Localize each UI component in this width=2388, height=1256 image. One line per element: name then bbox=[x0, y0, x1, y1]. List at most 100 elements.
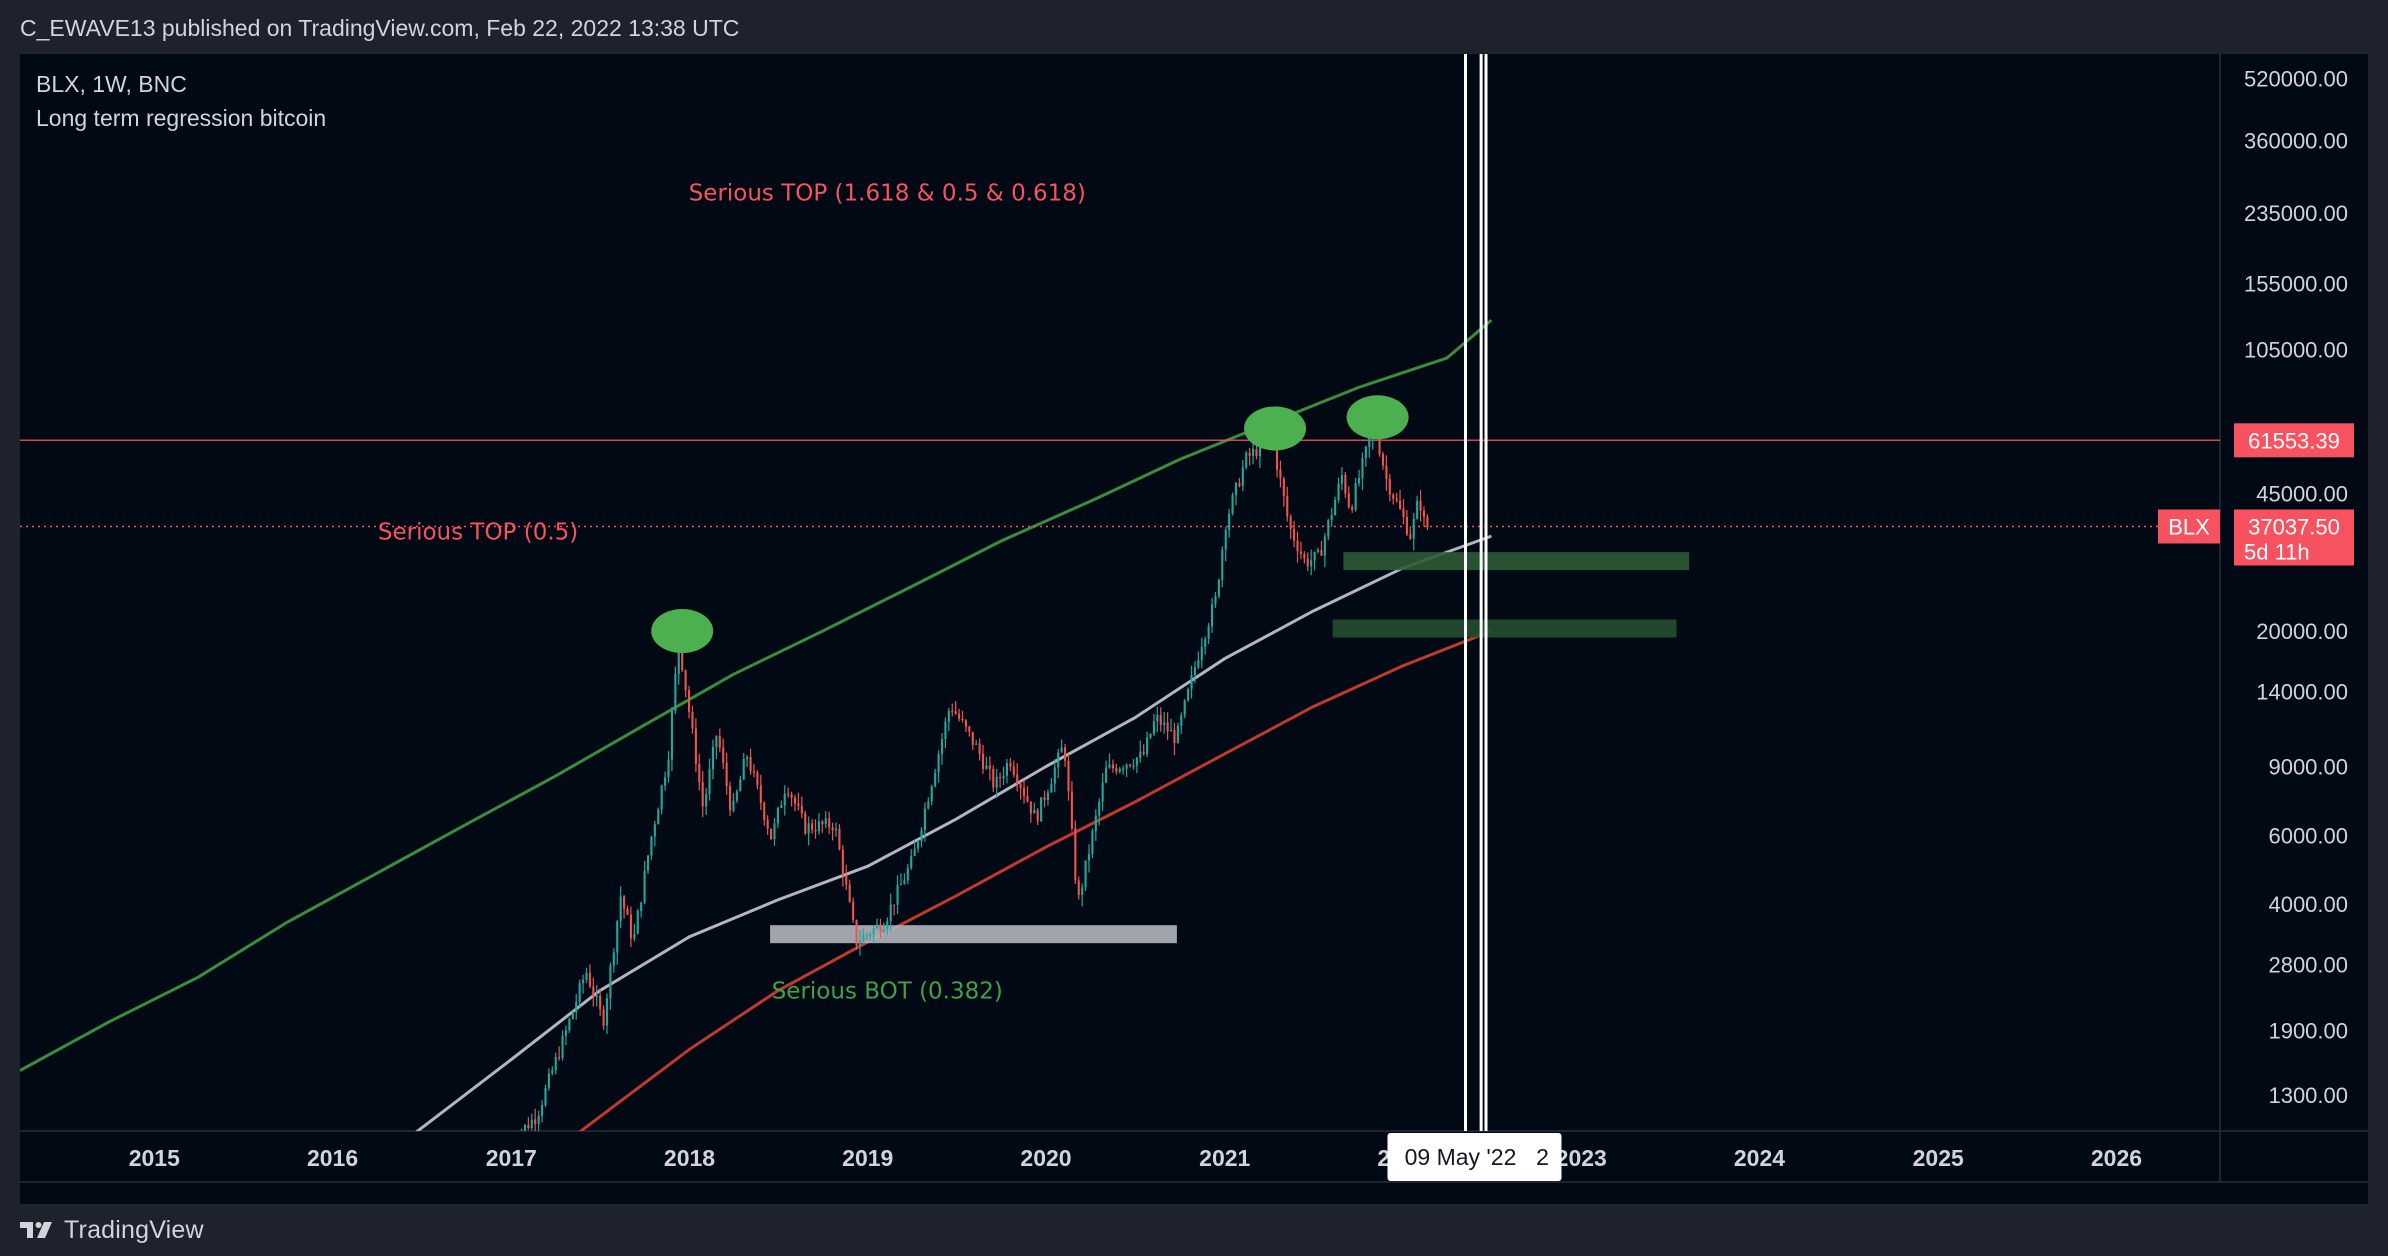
candle-body bbox=[1275, 445, 1279, 470]
candle-body bbox=[558, 1056, 561, 1059]
candle-body bbox=[544, 1087, 547, 1106]
tradingview-logo-icon[interactable] bbox=[20, 1220, 54, 1240]
candle-body bbox=[1351, 507, 1354, 510]
candle-body bbox=[1221, 549, 1224, 580]
candle bbox=[797, 792, 800, 811]
chart-title: Long term regression bitcoin bbox=[36, 105, 326, 131]
candle bbox=[947, 707, 950, 732]
price-axis-area bbox=[2220, 54, 2368, 1131]
chart-container[interactable]: Serious TOP (1.618 & 0.5 & 0.618) Serious… bbox=[20, 54, 2368, 1204]
candle-body bbox=[862, 934, 865, 942]
candle-body bbox=[831, 827, 834, 831]
candle bbox=[728, 781, 732, 817]
candle-body bbox=[1111, 764, 1114, 769]
candle bbox=[1043, 790, 1046, 808]
candle-body bbox=[1108, 764, 1111, 768]
candle bbox=[1122, 765, 1125, 775]
candle bbox=[1152, 713, 1155, 737]
candle bbox=[889, 893, 892, 932]
candle bbox=[687, 685, 691, 719]
candle-body bbox=[732, 800, 735, 811]
candle bbox=[1422, 506, 1426, 527]
candle-body bbox=[1036, 810, 1039, 822]
candle bbox=[828, 811, 831, 835]
candle bbox=[1303, 551, 1306, 564]
candle-body bbox=[1091, 830, 1094, 854]
candle bbox=[1053, 759, 1056, 793]
candle bbox=[612, 948, 615, 973]
candle-body bbox=[653, 824, 656, 837]
candle-body bbox=[869, 934, 872, 936]
candle bbox=[776, 806, 779, 829]
candle-body bbox=[879, 924, 882, 933]
candle-body bbox=[687, 690, 691, 712]
candle-body bbox=[1392, 494, 1395, 499]
candle bbox=[558, 1046, 561, 1061]
candle-body bbox=[1337, 483, 1340, 500]
candle-body bbox=[1074, 828, 1077, 881]
candle bbox=[1426, 514, 1429, 530]
candle-body bbox=[1070, 791, 1073, 829]
candle-body bbox=[1098, 801, 1101, 816]
candle-body bbox=[1402, 508, 1405, 518]
candle bbox=[845, 864, 848, 891]
candle-body bbox=[1354, 483, 1357, 510]
candle-body bbox=[1005, 763, 1009, 776]
candle bbox=[1125, 763, 1128, 778]
candle-body bbox=[1132, 765, 1135, 767]
candle bbox=[640, 902, 643, 918]
symbol-legend: BLX, 1W, BNC bbox=[36, 71, 187, 97]
candle bbox=[821, 819, 824, 833]
candle-body bbox=[811, 823, 814, 830]
candle-body bbox=[1026, 795, 1029, 802]
candle bbox=[869, 931, 872, 942]
candle-body bbox=[698, 764, 701, 783]
candle bbox=[1313, 551, 1316, 571]
candle bbox=[1248, 447, 1251, 466]
candle-body bbox=[930, 786, 933, 802]
candle bbox=[1012, 760, 1015, 778]
candle-body bbox=[735, 791, 738, 801]
candle-body bbox=[1173, 730, 1176, 744]
price-chart[interactable]: Serious TOP (1.618 & 0.5 & 0.618) Serious… bbox=[20, 54, 2368, 1204]
candle bbox=[650, 835, 653, 860]
candle-body bbox=[958, 713, 961, 719]
candle bbox=[896, 875, 899, 915]
candle-body bbox=[783, 793, 786, 806]
candle bbox=[763, 801, 766, 826]
candle-body bbox=[1207, 626, 1210, 639]
candle-body bbox=[592, 986, 595, 997]
candle bbox=[1282, 476, 1285, 507]
candle bbox=[1402, 499, 1405, 525]
crosshair-date: 09 May '22 2 bbox=[1387, 1133, 1562, 1181]
candle bbox=[1029, 801, 1032, 823]
candle bbox=[643, 860, 646, 905]
candle bbox=[927, 797, 930, 810]
candle-body bbox=[917, 841, 920, 849]
candle-body bbox=[903, 880, 906, 884]
candle bbox=[1108, 753, 1111, 769]
candle bbox=[1207, 622, 1210, 644]
candle-body bbox=[1217, 579, 1220, 597]
candle bbox=[1296, 531, 1299, 563]
tradingview-brand[interactable]: TradingView bbox=[64, 1215, 204, 1244]
candle-body bbox=[1252, 448, 1255, 456]
candle bbox=[1197, 651, 1200, 670]
candle bbox=[1176, 722, 1179, 744]
candle bbox=[1111, 759, 1114, 773]
candle-body bbox=[961, 718, 964, 721]
candle-body bbox=[629, 914, 632, 939]
candle bbox=[1344, 472, 1347, 499]
candle-body bbox=[1405, 517, 1408, 535]
candle-body bbox=[561, 1035, 564, 1058]
candle bbox=[544, 1084, 547, 1108]
candle bbox=[616, 920, 619, 965]
candle bbox=[1354, 477, 1357, 512]
candle bbox=[554, 1052, 557, 1075]
candle bbox=[657, 807, 660, 825]
candle bbox=[725, 752, 728, 795]
candle bbox=[684, 669, 687, 698]
candle bbox=[1064, 743, 1067, 767]
lower-regression-line bbox=[578, 629, 1492, 1131]
candle-body bbox=[677, 641, 680, 674]
